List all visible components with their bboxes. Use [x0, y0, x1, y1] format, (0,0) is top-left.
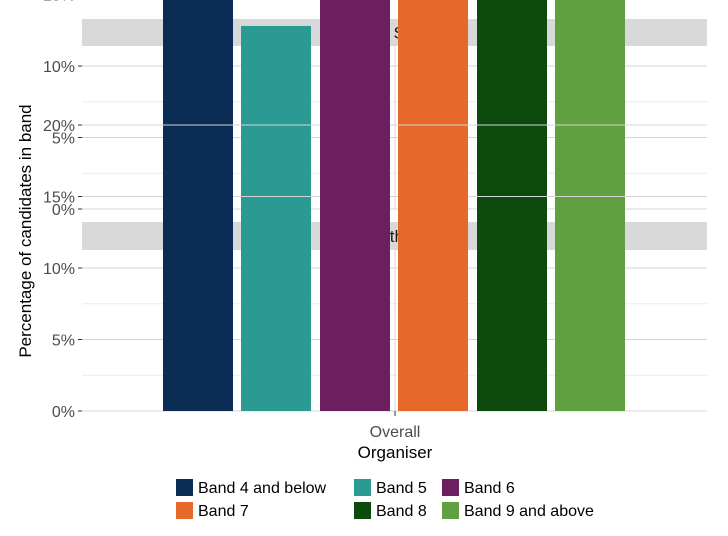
legend-label: Band 6	[464, 480, 515, 497]
legend: Band 4 and below Band 5 Band 6 Band 7 Band 8…	[176, 479, 594, 520]
y-axis-title: Percentage of candidates in band	[16, 104, 35, 357]
legend-item: Band 8	[354, 502, 427, 520]
legend-label: Band 5	[376, 480, 427, 497]
bar-band-7	[398, 139, 468, 412]
bar-band-8	[477, 203, 547, 411]
legend-item: Band 5	[354, 479, 427, 497]
bar-band-8	[477, 0, 547, 209]
bar-band-5	[241, 25, 311, 210]
bar-band-5	[241, 203, 311, 411]
legend-item: Band 4 and below	[176, 479, 327, 497]
legend-label: Band 8	[376, 503, 427, 520]
x-axis-title: Organiser	[358, 443, 433, 462]
y-tick-label: 0%	[52, 202, 75, 219]
x-tick-label: Overall	[370, 424, 421, 441]
y-tick-label: 15%	[43, 190, 75, 207]
legend-swatch	[354, 502, 371, 519]
legend-item: Band 6	[442, 479, 515, 497]
y-tick-label: 5%	[52, 131, 75, 148]
y-tick-label: 5%	[52, 333, 75, 350]
legend-swatch	[442, 502, 459, 519]
y-tick-label: 10%	[43, 261, 75, 278]
legend-swatch	[442, 479, 459, 496]
legend-label: Band 4 and below	[198, 480, 327, 497]
legend-label: Band 7	[198, 503, 249, 520]
y-tick-label: 20%	[43, 118, 75, 135]
legend-item: Band 7	[176, 502, 249, 520]
bar-band-6	[320, 99, 390, 411]
bar-band-9-and-above	[555, 203, 625, 411]
bar-band-4-and-below	[163, 0, 233, 210]
y-tick-label: 0%	[52, 404, 75, 421]
legend-swatch	[354, 479, 371, 496]
legend-label: Band 9 and above	[464, 503, 594, 520]
y-tick-label: 15%	[43, 0, 75, 5]
legend-swatch	[176, 502, 193, 519]
bar-band-9-and-above	[555, 0, 625, 209]
y-tick-label: 10%	[43, 59, 75, 76]
bar-band-4-and-below	[163, 190, 233, 411]
legend-swatch	[176, 479, 193, 496]
legend-item: Band 9 and above	[442, 502, 594, 520]
